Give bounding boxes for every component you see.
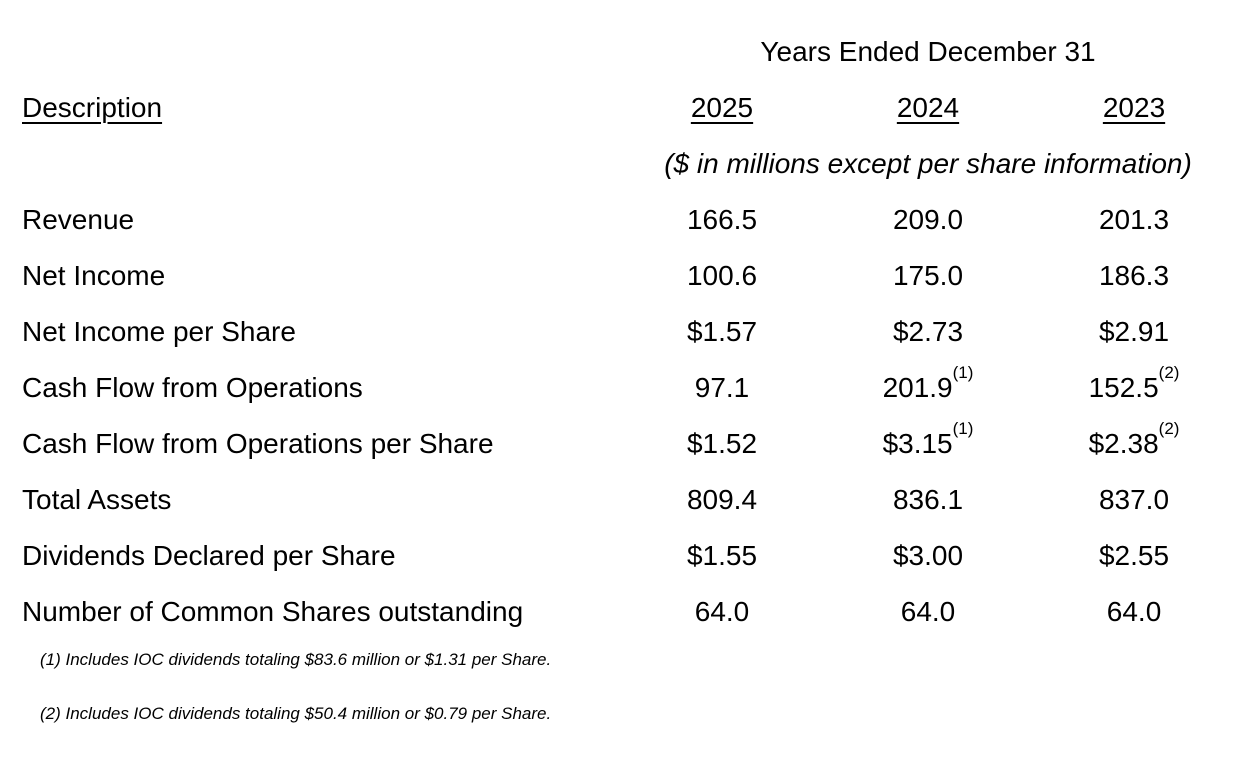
value-cell: 64.0 xyxy=(619,584,825,640)
financial-summary-table: Years Ended December 31 Description 2025… xyxy=(22,24,1237,640)
value-cell: 175.0 xyxy=(825,248,1031,304)
footnote-ref: (1) xyxy=(952,362,974,382)
row-label: Revenue xyxy=(22,204,135,235)
year-header-cell-2024: 2024 xyxy=(825,80,1031,136)
value: $3.15 xyxy=(882,428,953,459)
value-cell: 836.1 xyxy=(825,472,1031,528)
value-cell: $3.00 xyxy=(825,528,1031,584)
value-cell: 152.5(2) xyxy=(1031,360,1237,416)
table-row-total-assets: Total Assets 809.4 836.1 837.0 xyxy=(22,472,1237,528)
table-row-revenue: Revenue 166.5 209.0 201.3 xyxy=(22,192,1237,248)
value: 837.0 xyxy=(1098,484,1170,515)
units-note-row: ($ in millions except per share informat… xyxy=(22,136,1237,192)
row-label: Total Assets xyxy=(22,484,172,515)
value: 97.1 xyxy=(694,372,750,403)
footnote-ref: (1) xyxy=(952,418,974,438)
value-cell: $1.57 xyxy=(619,304,825,360)
row-label: Net Income xyxy=(22,260,166,291)
value-cell: $2.55 xyxy=(1031,528,1237,584)
value-cell: 166.5 xyxy=(619,192,825,248)
year-header-cell-2025: 2025 xyxy=(619,80,825,136)
table-title: Years Ended December 31 xyxy=(760,36,1096,67)
value-cell: 64.0 xyxy=(1031,584,1237,640)
value-cell: $2.73 xyxy=(825,304,1031,360)
table-row-net-income-per-share: Net Income per Share $1.57 $2.73 $2.91 xyxy=(22,304,1237,360)
value: $1.55 xyxy=(686,540,758,571)
table-row-net-income: Net Income 100.6 175.0 186.3 xyxy=(22,248,1237,304)
value-cell: 809.4 xyxy=(619,472,825,528)
units-row-spacer xyxy=(22,136,619,192)
footnote-ref: (2) xyxy=(1158,362,1180,382)
title-row-spacer xyxy=(22,24,619,80)
units-note: ($ in millions except per share informat… xyxy=(664,148,1192,179)
table-header-row: Description 2025 2024 2023 xyxy=(22,80,1237,136)
year-header-2024: 2024 xyxy=(896,92,960,123)
footnote-ref: (2) xyxy=(1158,418,1180,438)
value: $2.73 xyxy=(892,316,964,347)
value-cell: 100.6 xyxy=(619,248,825,304)
value-cell: $1.55 xyxy=(619,528,825,584)
value-cell: 201.9(1) xyxy=(825,360,1031,416)
value-cell: $1.52 xyxy=(619,416,825,472)
value: $2.55 xyxy=(1098,540,1170,571)
value-cell: 201.3 xyxy=(1031,192,1237,248)
value: 836.1 xyxy=(892,484,964,515)
table-row-cash-flow-per-share: Cash Flow from Operations per Share $1.5… xyxy=(22,416,1237,472)
table-row-common-shares-outstanding: Number of Common Shares outstanding 64.0… xyxy=(22,584,1237,640)
year-header-2023: 2023 xyxy=(1102,92,1166,123)
value: 201.9 xyxy=(882,372,953,403)
value: 201.3 xyxy=(1098,204,1170,235)
value: 64.0 xyxy=(900,596,956,627)
value: $3.00 xyxy=(892,540,964,571)
value: 64.0 xyxy=(694,596,750,627)
value-cell: $2.91 xyxy=(1031,304,1237,360)
value-cell: 97.1 xyxy=(619,360,825,416)
table-title-row: Years Ended December 31 xyxy=(22,24,1237,80)
year-header-2025: 2025 xyxy=(690,92,754,123)
value: $2.38 xyxy=(1088,428,1159,459)
value: $2.91 xyxy=(1098,316,1170,347)
value: $1.57 xyxy=(686,316,758,347)
value: 152.5 xyxy=(1088,372,1159,403)
table-row-dividends-declared-per-share: Dividends Declared per Share $1.55 $3.00… xyxy=(22,528,1237,584)
value-cell: $2.38(2) xyxy=(1031,416,1237,472)
value: 809.4 xyxy=(686,484,758,515)
description-header: Description xyxy=(22,92,163,123)
footnotes: (1) Includes IOC dividends totaling $83.… xyxy=(40,650,1250,724)
value-cell: $3.15(1) xyxy=(825,416,1031,472)
value-cell: 209.0 xyxy=(825,192,1031,248)
value: 175.0 xyxy=(892,260,964,291)
footnote-1: (1) Includes IOC dividends totaling $83.… xyxy=(40,650,552,669)
value-cell: 186.3 xyxy=(1031,248,1237,304)
row-label: Number of Common Shares outstanding xyxy=(22,596,524,627)
value: 186.3 xyxy=(1098,260,1170,291)
value: $1.52 xyxy=(686,428,758,459)
value: 100.6 xyxy=(686,260,758,291)
value-cell: 64.0 xyxy=(825,584,1031,640)
table-row-cash-flow-from-operations: Cash Flow from Operations 97.1 201.9(1) … xyxy=(22,360,1237,416)
row-label: Dividends Declared per Share xyxy=(22,540,396,571)
value-cell: 837.0 xyxy=(1031,472,1237,528)
value: 209.0 xyxy=(892,204,964,235)
row-label: Cash Flow from Operations per Share xyxy=(22,428,494,459)
footnote-2: (2) Includes IOC dividends totaling $50.… xyxy=(40,704,552,723)
row-label: Cash Flow from Operations xyxy=(22,372,363,403)
value: 166.5 xyxy=(686,204,758,235)
value: 64.0 xyxy=(1106,596,1162,627)
description-header-cell: Description xyxy=(22,80,619,136)
year-header-cell-2023: 2023 xyxy=(1031,80,1237,136)
row-label: Net Income per Share xyxy=(22,316,296,347)
